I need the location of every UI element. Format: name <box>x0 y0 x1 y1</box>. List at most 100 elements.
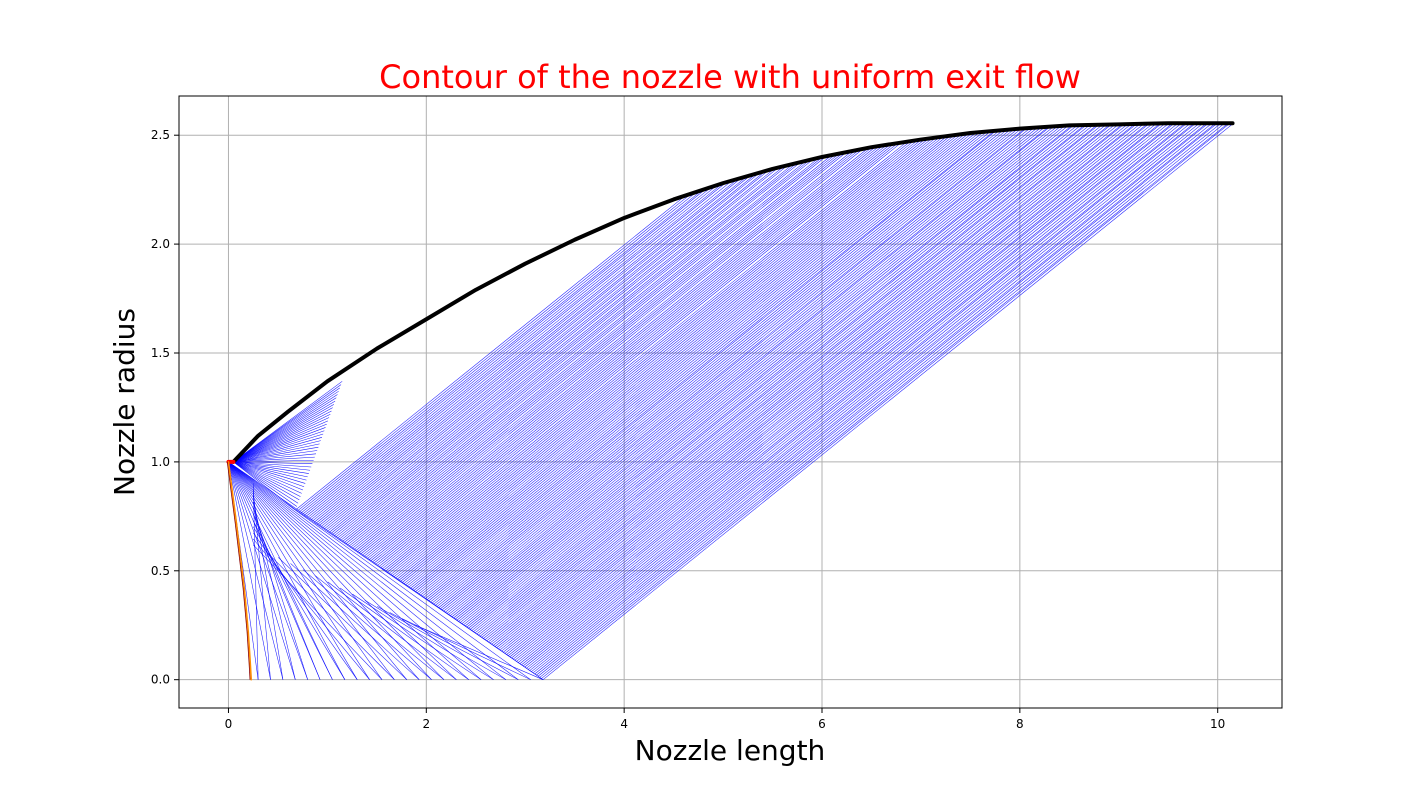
fan-characteristic-line <box>228 461 407 680</box>
uniform-characteristic-line <box>373 143 895 564</box>
uniform-characteristic-line <box>401 134 959 583</box>
fan-characteristic-line <box>228 461 395 680</box>
dense-fan-line <box>233 461 312 468</box>
uniform-characteristic-line <box>541 123 1231 679</box>
uniform-characteristic-line <box>443 126 1046 612</box>
uniform-characteristic-line <box>473 124 1103 633</box>
uniform-characteristic-line <box>484 123 1125 640</box>
uniform-characteristic-line <box>395 136 944 579</box>
uniform-characteristic-line <box>385 139 922 572</box>
reflected-characteristic-line <box>290 563 420 680</box>
uniform-characteristic-line <box>474 124 1107 634</box>
uniform-characteristic-line <box>337 160 807 539</box>
uniform-characteristic-line <box>466 124 1091 628</box>
uniform-characteristic-line <box>406 133 969 587</box>
series-layer <box>226 121 1235 681</box>
uniform-characteristic-line <box>413 131 984 591</box>
uniform-characteristic-line <box>322 170 766 529</box>
fan-characteristic-line <box>228 461 507 680</box>
uniform-characteristic-line <box>383 139 919 571</box>
uniform-characteristic-line <box>356 150 856 553</box>
uniform-characteristic-line <box>298 191 697 513</box>
reflected-characteristic-line <box>265 550 395 680</box>
uniform-characteristic-line <box>317 175 751 525</box>
dense-fan-line <box>233 461 299 504</box>
kernel-boundary-line <box>295 509 544 680</box>
uniform-characteristic-line <box>343 156 823 544</box>
dense-fan-line <box>233 461 303 491</box>
uniform-characteristic-line <box>441 127 1042 611</box>
uniform-characteristic-line <box>463 124 1085 626</box>
dense-fan-line <box>233 407 333 463</box>
uniform-characteristic-line <box>332 163 794 536</box>
uniform-characteristic-line <box>439 127 1038 610</box>
uniform-characteristic-line <box>494 123 1145 647</box>
reflected-characteristic-line <box>414 624 544 680</box>
y-tick-label: 1.0 <box>151 455 170 469</box>
reflected-characteristic-line <box>252 532 358 680</box>
fan-characteristic-line <box>228 461 531 680</box>
uniform-characteristic-line <box>468 124 1094 629</box>
dense-fan-line <box>233 443 320 463</box>
uniform-characteristic-line <box>375 142 898 565</box>
dense-fan-line <box>233 461 302 494</box>
uniform-characteristic-line <box>350 153 840 548</box>
uniform-characteristic-line <box>476 124 1110 635</box>
dense-fan-line <box>233 381 343 463</box>
uniform-characteristic-line <box>347 154 833 546</box>
dense-fan-line <box>233 384 342 463</box>
uniform-characteristic-line <box>503 123 1161 653</box>
uniform-characteristic-line <box>340 158 814 541</box>
dense-fan-line <box>233 423 327 463</box>
uniform-characteristic-line <box>310 180 733 521</box>
uniform-characteristic-line <box>303 186 712 516</box>
x-tick-label: 0 <box>225 717 233 731</box>
reflected-characteristic-line <box>252 520 333 680</box>
uniform-characteristic-line <box>516 123 1186 662</box>
uniform-characteristic-line <box>358 149 860 554</box>
uniform-characteristic-line <box>308 181 727 520</box>
uniform-characteristic-line <box>366 145 880 560</box>
uniform-characteristic-line <box>428 128 1015 602</box>
uniform-characteristic-line <box>361 147 869 556</box>
uniform-characteristic-line <box>431 128 1022 604</box>
uniform-characteristic-line <box>338 159 810 540</box>
reflected-characteristic-line <box>315 575 445 680</box>
uniform-characteristic-line <box>403 133 962 585</box>
uniform-characteristic-line <box>360 148 864 555</box>
uniform-characteristic-line <box>498 123 1150 650</box>
uniform-characteristic-line <box>416 131 991 594</box>
fan-characteristic-line <box>228 461 296 680</box>
plot-frame <box>178 95 1283 709</box>
uniform-characteristic-line <box>345 155 827 545</box>
uniform-characteristic-line <box>436 127 1031 607</box>
uniform-characteristic-line <box>300 189 703 514</box>
reflected-characteristic-line <box>389 612 519 680</box>
uniform-characteristic-line <box>318 173 757 526</box>
uniform-characteristic-line <box>532 123 1216 674</box>
reflected-characteristic-line <box>252 514 321 680</box>
dense-fan-line <box>233 397 337 463</box>
uniform-characteristic-line <box>448 126 1055 615</box>
uniform-characteristic-line <box>489 123 1136 644</box>
uniform-characteristic-line <box>426 129 1011 601</box>
dense-fan-line <box>233 461 298 507</box>
dense-fan-line <box>233 404 335 463</box>
dense-fan-line <box>233 461 301 497</box>
uniform-characteristic-line <box>529 123 1209 671</box>
grid-layer <box>179 96 1282 708</box>
uniform-characteristic-line <box>430 128 1018 603</box>
uniform-characteristic-line <box>536 123 1222 676</box>
uniform-characteristic-line <box>368 145 884 561</box>
uniform-characteristic-line <box>444 126 1049 613</box>
fan-characteristic-line <box>228 461 321 680</box>
uniform-characteristic-line <box>370 144 887 562</box>
dense-fan-line <box>233 453 317 463</box>
reflected-characteristic-line <box>252 538 370 680</box>
dense-fan-line <box>233 410 332 463</box>
nozzle-wall-line <box>231 121 1235 464</box>
x-tick-label: 8 <box>1016 717 1024 731</box>
uniform-characteristic-line <box>464 124 1087 627</box>
uniform-characteristic-line <box>456 125 1073 621</box>
uniform-characteristic-line <box>365 146 877 558</box>
